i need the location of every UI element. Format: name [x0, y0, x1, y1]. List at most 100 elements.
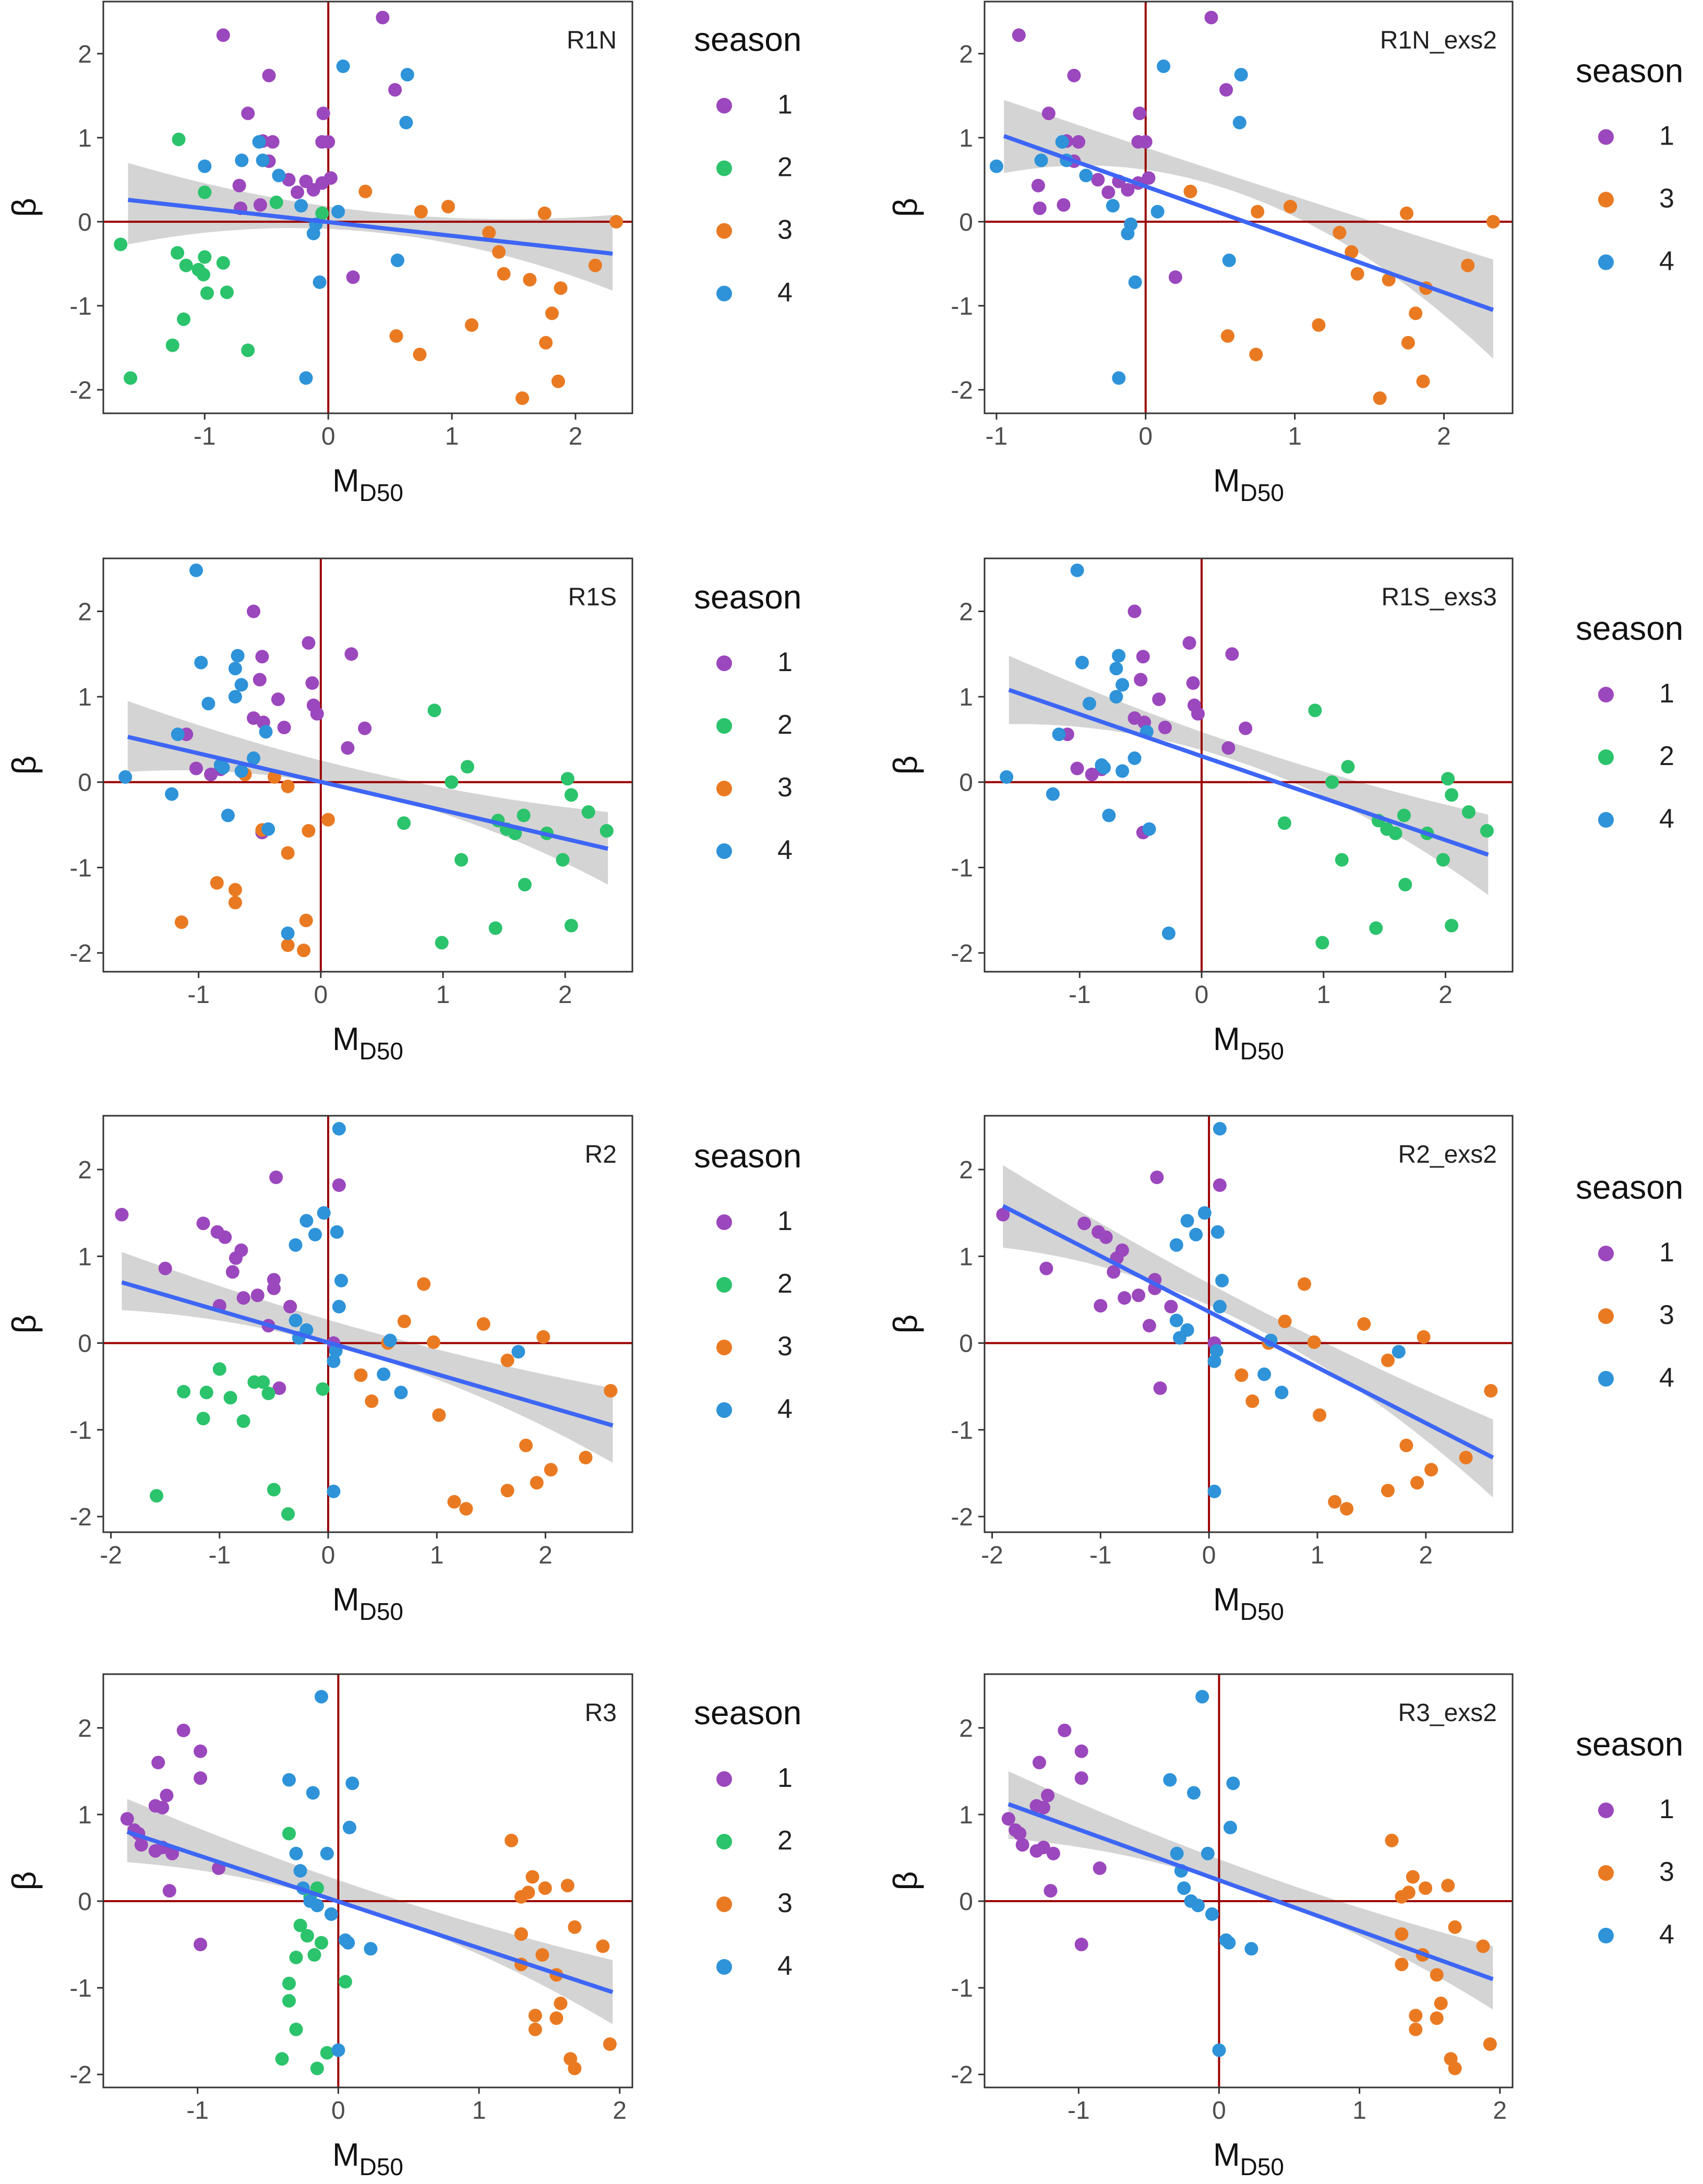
data-point [551, 374, 565, 388]
data-point [114, 237, 128, 252]
data-point [1395, 1927, 1409, 1941]
data-point [432, 1408, 446, 1422]
x-axis-label-subscript: D50 [359, 1598, 403, 1625]
legend-label: 2 [777, 1825, 793, 1856]
legend-swatch-season-3 [1598, 1865, 1614, 1881]
x-tick-label: -2 [100, 1542, 122, 1569]
data-point [179, 258, 193, 272]
plot-area [985, 2, 1513, 413]
data-point [261, 1387, 275, 1400]
data-point [528, 2022, 542, 2036]
legend-label: 3 [1659, 1857, 1674, 1887]
y-tick-label: 0 [959, 1330, 973, 1358]
data-point [1441, 1879, 1455, 1893]
data-point [435, 936, 449, 950]
data-point [1424, 1463, 1438, 1477]
x-tick-label: -1 [186, 2097, 209, 2125]
fit-line [1008, 688, 1489, 857]
data-point [389, 329, 403, 343]
data-point [261, 822, 275, 836]
data-point [331, 2043, 345, 2057]
data-point [221, 808, 235, 822]
series-season-4 [282, 1690, 378, 2057]
series-season-2 [1277, 703, 1494, 950]
legend-label: 3 [1659, 184, 1674, 214]
series-season-4 [1000, 563, 1176, 940]
data-point [148, 1844, 162, 1858]
data-point [165, 1846, 179, 1860]
legend-swatch-season-3 [1598, 192, 1614, 208]
data-point [1213, 1178, 1227, 1192]
x-axis-label-main: M [332, 463, 359, 499]
data-point [1400, 206, 1413, 220]
data-point [1222, 1936, 1236, 1950]
data-point [1106, 199, 1120, 213]
x-axis-label-subscript: D50 [1240, 1037, 1284, 1065]
x-axis-label: MD50 [332, 463, 403, 506]
data-point [229, 1251, 243, 1265]
data-point [1033, 201, 1047, 216]
confidence-band [122, 1252, 613, 1463]
data-point [1207, 1484, 1221, 1498]
data-point [241, 343, 255, 357]
series-season-4 [1163, 1690, 1258, 2057]
y-tick-label: -2 [951, 377, 973, 404]
data-point [1201, 1846, 1215, 1860]
legend-label: 2 [777, 1269, 793, 1299]
data-point [399, 115, 413, 129]
data-point [1046, 1846, 1060, 1860]
data-point [307, 1948, 321, 1962]
series-season-4 [289, 1121, 525, 1498]
data-point [1001, 1812, 1015, 1826]
data-point [332, 1178, 346, 1192]
panel-r1n: -1 0 1 2 -2 -1 0 1 2 R1N MD50 β season 1 2 3 4 [5, 1, 801, 506]
data-point [568, 1920, 582, 1934]
panel-r3: -1 0 1 2 -2 -1 0 1 2 R3 MD50 β season 1 2 3 4 [5, 1673, 801, 2180]
data-point [1244, 1942, 1258, 1956]
plot-area [985, 1674, 1513, 2087]
data-point [194, 655, 208, 670]
data-point [535, 1948, 549, 1962]
data-point [1406, 1870, 1420, 1884]
data-point [228, 690, 242, 704]
data-point [1409, 2009, 1423, 2023]
data-point [1136, 650, 1150, 664]
data-point [256, 153, 270, 168]
data-point [1461, 258, 1475, 272]
data-point [523, 273, 537, 287]
data-point [1278, 1315, 1292, 1328]
data-point [1483, 2037, 1497, 2051]
data-point [262, 68, 276, 82]
y-tick-label: 0 [959, 769, 973, 797]
x-tick-label: 1 [436, 981, 450, 1009]
legend-label: 4 [777, 1394, 793, 1424]
y-axis-label: β [5, 756, 43, 775]
plot-frame [984, 1, 1514, 414]
data-point [1215, 1273, 1229, 1287]
data-point [317, 1206, 331, 1220]
data-point [321, 813, 335, 827]
data-point [1397, 808, 1411, 822]
confidence-band [1009, 655, 1489, 895]
data-point [1399, 1438, 1413, 1452]
legend: season 1 2 4 [1576, 610, 1683, 834]
data-point [336, 59, 350, 73]
data-point [460, 760, 474, 774]
x-axis-label: MD50 [332, 1582, 403, 1625]
data-point [1340, 1502, 1354, 1516]
data-point [1419, 1881, 1433, 1895]
data-point [604, 1384, 618, 1398]
data-point [1074, 1938, 1088, 1951]
legend-swatch-season-3 [716, 1340, 732, 1355]
data-point [564, 918, 578, 933]
data-point [554, 281, 568, 295]
data-point [323, 171, 338, 185]
y-tick-label: 0 [959, 1888, 973, 1916]
data-point [256, 1375, 270, 1389]
data-point [1385, 1833, 1399, 1847]
x-tick-label: 0 [1202, 1542, 1216, 1569]
legend-label: 3 [777, 1331, 793, 1362]
data-point [282, 1994, 296, 2008]
data-point [609, 214, 623, 229]
